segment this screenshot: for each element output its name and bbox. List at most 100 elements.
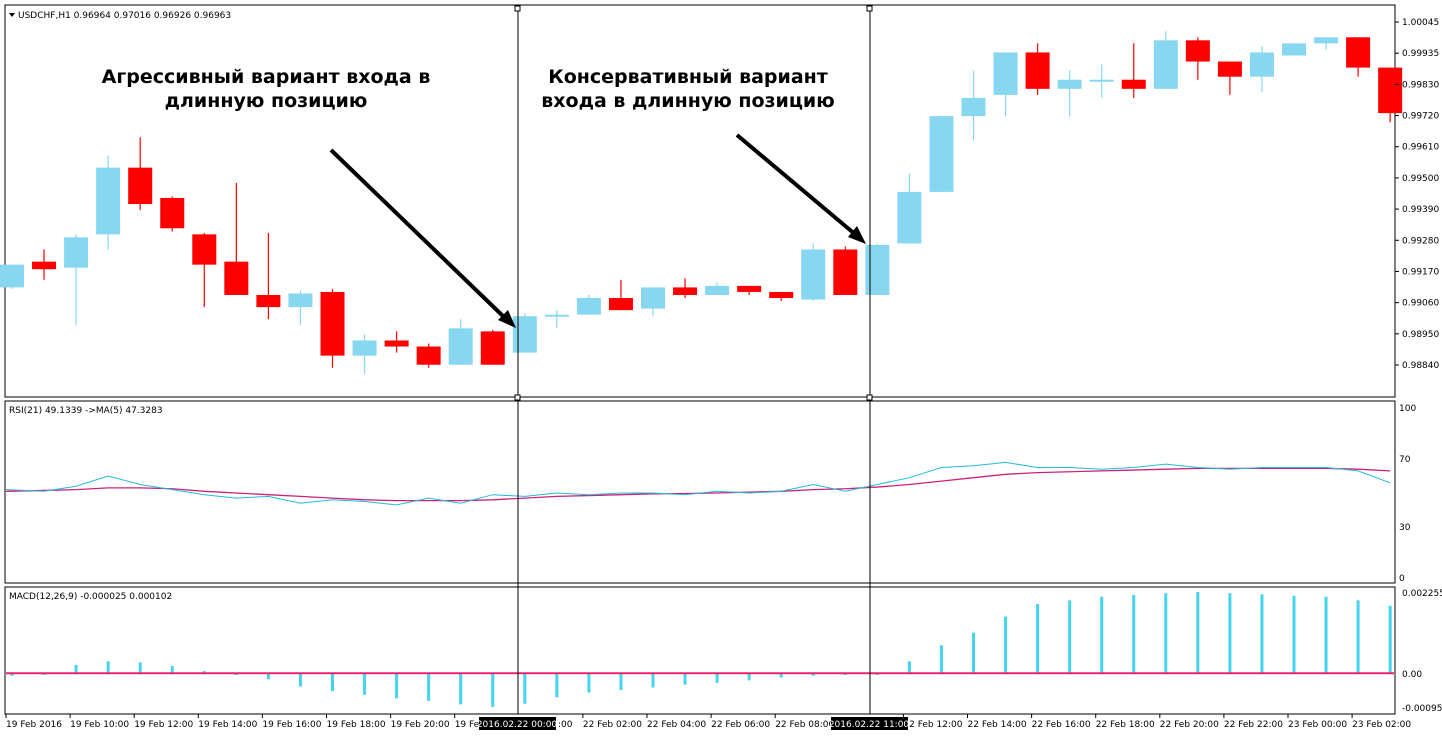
rsi-panel[interactable] (4, 400, 1396, 584)
candle-body (865, 244, 890, 295)
x-tick-label: 22 Feb 14:00 (968, 720, 1027, 730)
candle-body (1314, 37, 1339, 44)
crosshair-handle-2-top[interactable] (866, 5, 873, 12)
macd-bar (587, 673, 591, 693)
price-tick-label: 0.99610 (1402, 143, 1439, 153)
price-header: USDCHF,H1 0.96964 0.97016 0.96926 0.9696… (18, 11, 231, 21)
candle-body (608, 298, 633, 311)
price-tick-label: 0.99935 (1402, 49, 1439, 59)
macd-bar (875, 673, 879, 675)
macd-bar (907, 661, 911, 674)
x-tick-label: 23 Feb 02:00 (1352, 720, 1411, 730)
price-tick-label: 0.98950 (1402, 330, 1439, 340)
annotation-aggressive-line1: Агрессивный вариант входа в (102, 66, 431, 88)
price-tick-label: 1.00045 (1402, 18, 1439, 28)
x-tick-label: 22 Feb 02:00 (583, 720, 642, 730)
candle-body (448, 328, 473, 365)
macd-bar (234, 673, 238, 675)
candle-body (64, 237, 89, 268)
annotation-aggressive-line2: длинную позицию (165, 90, 368, 112)
macd-bar (1292, 595, 1296, 674)
macd-bar (843, 673, 847, 675)
rsi-tick-label: 70 (1399, 455, 1411, 465)
x-axis-labels: 19 Feb 2016 19 Feb 10:00 19 Feb 12:00 19 Fe… (5, 714, 1411, 730)
x-tick-label: 22 Feb 12:00 (903, 720, 962, 730)
macd-bar (42, 673, 46, 675)
candle-body (416, 346, 441, 365)
candle-body (1057, 79, 1082, 89)
candle-body (352, 340, 377, 356)
macd-layer (6, 592, 1394, 707)
price-panel[interactable] (4, 4, 1396, 398)
macd-bar (266, 673, 270, 680)
macd-bar (779, 673, 783, 678)
candle-body (1282, 43, 1306, 56)
candle-body (1217, 61, 1242, 77)
rsi-line (5, 461, 1391, 506)
arrow-conservative (735, 133, 858, 237)
candle-body (1025, 52, 1050, 89)
price-tick-label: 0.99720 (1402, 112, 1439, 122)
arrow-aggressive-head (498, 310, 516, 328)
candle-body (1153, 40, 1178, 89)
rsi-tick-label: 100 (1399, 404, 1416, 414)
crosshair-date-tag-1 (479, 717, 556, 730)
price-tick-label: 0.99280 (1402, 236, 1439, 246)
macd-bar (555, 673, 559, 698)
candle-body (256, 294, 281, 308)
candle-body (96, 167, 121, 235)
crosshair-handle-1-bottom[interactable] (514, 394, 521, 401)
macd-bar (491, 673, 495, 707)
macd-bar (651, 673, 655, 688)
candle-body (769, 291, 794, 299)
macd-bar (74, 664, 78, 674)
rsi-tick-label: 0 (1399, 574, 1405, 584)
price-tick-label: 0.99500 (1402, 174, 1439, 184)
macd-bar (106, 661, 110, 674)
candle-body (897, 191, 922, 244)
candle-body (961, 97, 986, 117)
crosshair-handle-2-bottom[interactable] (866, 394, 873, 401)
candle-body (480, 331, 505, 365)
candle-body (1346, 37, 1371, 68)
macd-panel[interactable] (4, 586, 1396, 715)
candle-body (993, 52, 1018, 95)
macd-bar (1036, 603, 1040, 674)
candle-body (320, 291, 345, 356)
x-tick-label: 19 Feb 14:00 (198, 720, 257, 730)
candle-body (512, 316, 537, 353)
macd-bar (523, 673, 527, 704)
macd-bar (170, 666, 174, 674)
x-tick-label: 19 Feb 2016 (6, 720, 62, 730)
candle-body (737, 285, 762, 292)
macd-bar (1228, 593, 1232, 674)
crosshair-handle-1-top[interactable] (514, 5, 521, 12)
macd-bar (972, 632, 975, 674)
candles-layer (0, 31, 1403, 374)
macd-tick-label: -0.00095 (1402, 704, 1442, 714)
price-tick-label: 0.99830 (1402, 80, 1439, 90)
x-tick-label: 22 Feb 06:00 (711, 720, 770, 730)
macd-bar (1164, 593, 1168, 674)
macd-tick-label: 0.00 (1402, 670, 1422, 680)
crosshair-date-label-2: 2016.02.22 11:00 (829, 720, 910, 730)
x-tick-label: 19 Feb 10:00 (70, 720, 129, 730)
crosshair-date-tail-1: :00 (558, 720, 573, 730)
arrow-conservative-head (848, 226, 866, 244)
y-axis-labels: 1.00045 0.99935 0.99830 0.99720 0.99610 0.995… (1395, 18, 1442, 714)
x-tick-label: 22 Feb 22:00 (1224, 720, 1283, 730)
macd-bar (1388, 605, 1392, 674)
x-tick-label: 19 Feb 12:00 (134, 720, 193, 730)
dropdown-triangle-icon[interactable] (9, 13, 15, 17)
x-tick-label: 22 Feb 20:00 (1160, 720, 1219, 730)
x-tick-label: 19 Feb 16:00 (262, 720, 321, 730)
candle-body (544, 314, 569, 317)
macd-bar (939, 645, 943, 674)
annotation-conservative-line2: входа в длинную позицию (541, 90, 834, 112)
annotation-conservative-line1: Консервативный вариант (548, 66, 828, 88)
candle-body (1378, 67, 1403, 114)
macd-bar (331, 673, 334, 692)
candle-body (705, 285, 730, 295)
candle-body (1121, 79, 1146, 89)
